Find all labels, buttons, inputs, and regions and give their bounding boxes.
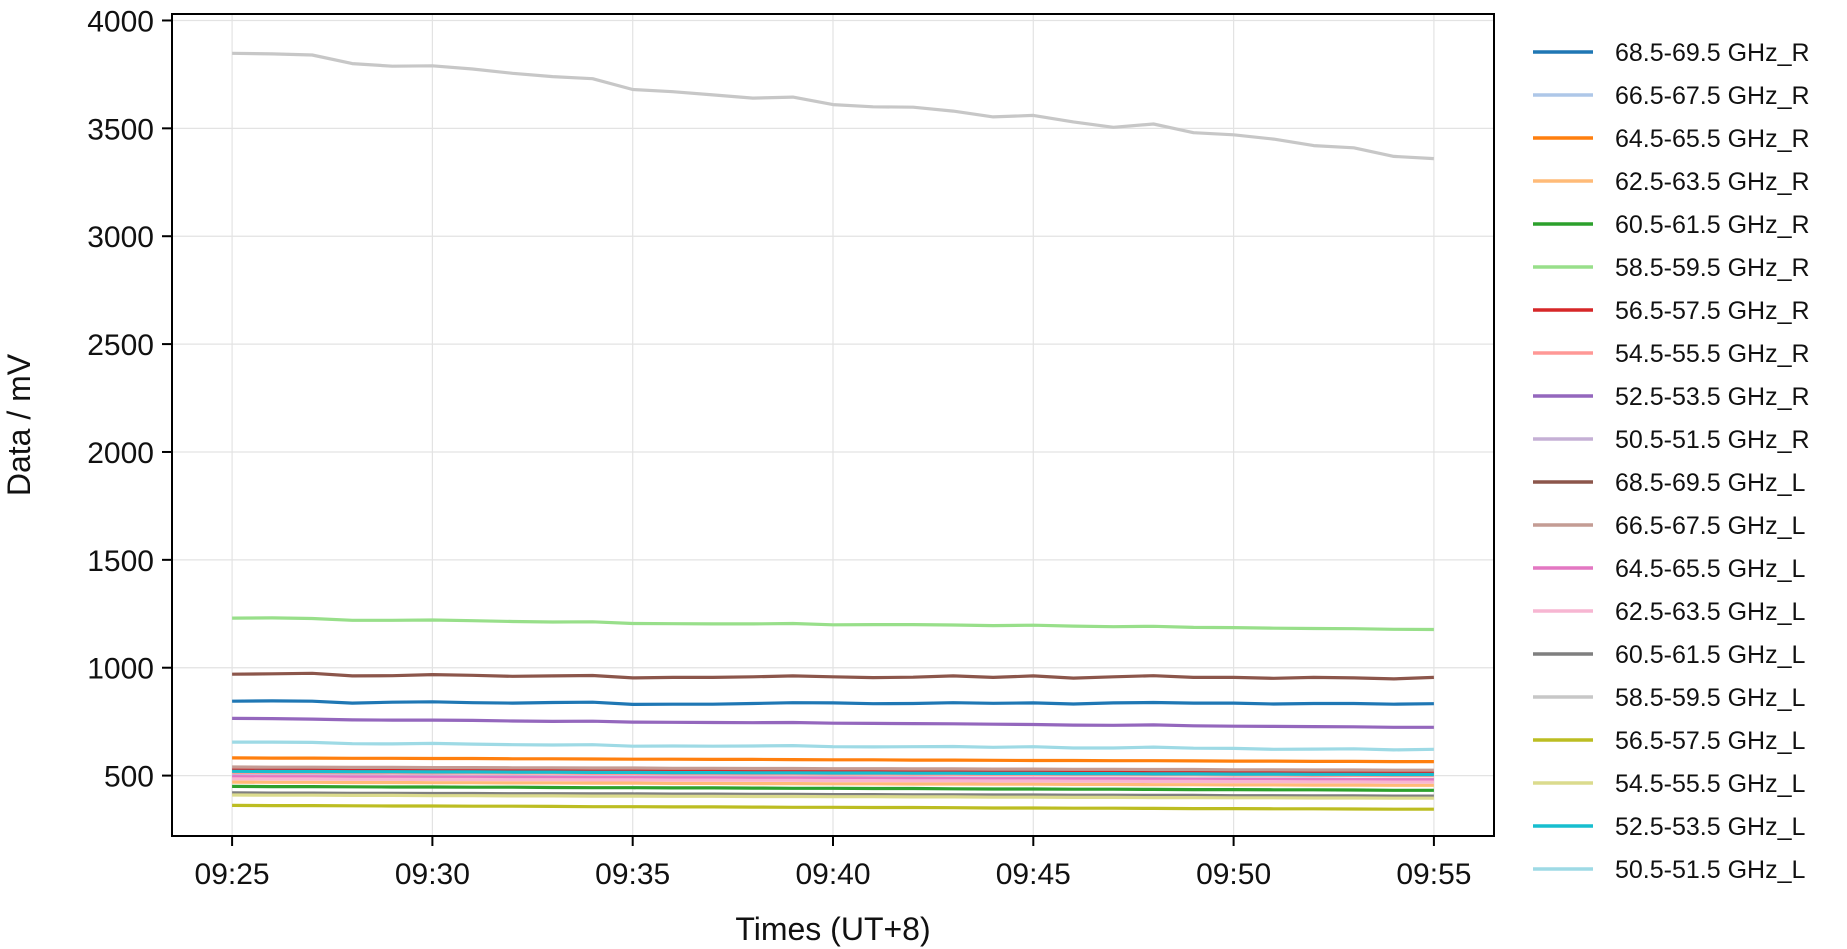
legend-label: 54.5-55.5 GHz_L	[1615, 770, 1805, 798]
legend-label: 66.5-67.5 GHz_R	[1615, 82, 1810, 110]
y-tick-label: 2000	[87, 437, 154, 470]
legend-label: 60.5-61.5 GHz_R	[1615, 211, 1810, 239]
y-tick-label: 1500	[87, 545, 154, 578]
series-line-12	[232, 775, 1434, 782]
series-line-14	[232, 791, 1434, 798]
series-line-19	[232, 740, 1434, 752]
y-axis: 500 1000 1500 2000 2500 3000 3500 4000	[87, 5, 172, 794]
legend-entry: 50.5-51.5 GHz_L	[1533, 856, 1805, 884]
series-line-5	[232, 616, 1434, 632]
legend-entry: 54.5-55.5 GHz_R	[1533, 340, 1810, 368]
legend-label: 64.5-65.5 GHz_L	[1615, 555, 1805, 583]
series-line-11	[232, 765, 1434, 772]
series-line-13	[232, 777, 1434, 784]
x-tick-label: 09:25	[195, 858, 270, 891]
x-axis: 09:25 09:30 09:35 09:40 09:45 09:50 09:55	[195, 836, 1471, 891]
legend-entry: 58.5-59.5 GHz_L	[1533, 684, 1805, 712]
series-line-18	[232, 769, 1434, 777]
legend-label: 56.5-57.5 GHz_L	[1615, 727, 1805, 755]
legend-label: 50.5-51.5 GHz_L	[1615, 856, 1805, 884]
legend-entry: 62.5-63.5 GHz_L	[1533, 598, 1805, 626]
legend-entry: 60.5-61.5 GHz_L	[1533, 641, 1805, 669]
y-tick-label: 1000	[87, 653, 154, 686]
x-tick-label: 09:50	[1196, 858, 1271, 891]
y-tick-label: 3000	[87, 221, 154, 254]
series-line-4	[232, 784, 1434, 792]
series-line-17	[232, 793, 1434, 800]
series-line-16	[232, 803, 1434, 811]
legend-entry: 52.5-53.5 GHz_L	[1533, 813, 1805, 841]
legend-entry: 64.5-65.5 GHz_L	[1533, 555, 1805, 583]
legend-entry: 56.5-57.5 GHz_R	[1533, 297, 1810, 325]
x-tick-label: 09:30	[395, 858, 470, 891]
legend-label: 50.5-51.5 GHz_R	[1615, 426, 1810, 454]
x-tick-label: 09:55	[1396, 858, 1471, 891]
legend-entry: 64.5-65.5 GHz_R	[1533, 125, 1810, 153]
legend-label: 62.5-63.5 GHz_R	[1615, 168, 1810, 196]
legend-entry: 52.5-53.5 GHz_R	[1533, 383, 1810, 411]
legend-entry: 66.5-67.5 GHz_R	[1533, 82, 1810, 110]
y-tick-label: 3500	[87, 113, 154, 146]
legend-entry: 68.5-69.5 GHz_R	[1533, 39, 1810, 67]
legend: 68.5-69.5 GHz_R 66.5-67.5 GHz_R 64.5-65.5 …	[1533, 39, 1810, 884]
legend-label: 58.5-59.5 GHz_R	[1615, 254, 1810, 282]
x-tick-label: 09:45	[996, 858, 1071, 891]
legend-label: 66.5-67.5 GHz_L	[1615, 512, 1805, 540]
series-line-10	[232, 671, 1434, 681]
legend-label: 68.5-69.5 GHz_L	[1615, 469, 1805, 497]
x-tick-label: 09:40	[795, 858, 870, 891]
legend-entry: 50.5-51.5 GHz_R	[1533, 426, 1810, 454]
legend-label: 56.5-57.5 GHz_R	[1615, 297, 1810, 325]
legend-label: 52.5-53.5 GHz_L	[1615, 813, 1805, 841]
legend-label: 68.5-69.5 GHz_R	[1615, 39, 1810, 67]
x-tick-label: 09:35	[595, 858, 670, 891]
series-line-15	[232, 51, 1434, 161]
legend-label: 52.5-53.5 GHz_R	[1615, 383, 1810, 411]
y-tick-label: 2500	[87, 329, 154, 362]
legend-label: 62.5-63.5 GHz_L	[1615, 598, 1805, 626]
legend-label: 54.5-55.5 GHz_R	[1615, 340, 1810, 368]
series-line-8	[232, 716, 1434, 729]
legend-entry: 58.5-59.5 GHz_R	[1533, 254, 1810, 282]
legend-label: 64.5-65.5 GHz_R	[1615, 125, 1810, 153]
y-axis-title: Data / mV	[1, 353, 37, 496]
legend-label: 58.5-59.5 GHz_L	[1615, 684, 1805, 712]
series-lines	[232, 51, 1434, 811]
legend-entry: 68.5-69.5 GHz_L	[1533, 469, 1805, 497]
series-line-0	[232, 699, 1434, 707]
legend-entry: 54.5-55.5 GHz_L	[1533, 770, 1805, 798]
series-line-2	[232, 756, 1434, 764]
legend-entry: 56.5-57.5 GHz_L	[1533, 727, 1805, 755]
legend-entry: 62.5-63.5 GHz_R	[1533, 168, 1810, 196]
y-tick-label: 4000	[87, 5, 154, 38]
series-line-3	[232, 780, 1434, 787]
legend-label: 60.5-61.5 GHz_L	[1615, 641, 1805, 669]
legend-entry: 66.5-67.5 GHz_L	[1533, 512, 1805, 540]
y-tick-label: 500	[104, 761, 154, 794]
x-axis-title: Times (UT+8)	[735, 911, 930, 947]
legend-entry: 60.5-61.5 GHz_R	[1533, 211, 1810, 239]
